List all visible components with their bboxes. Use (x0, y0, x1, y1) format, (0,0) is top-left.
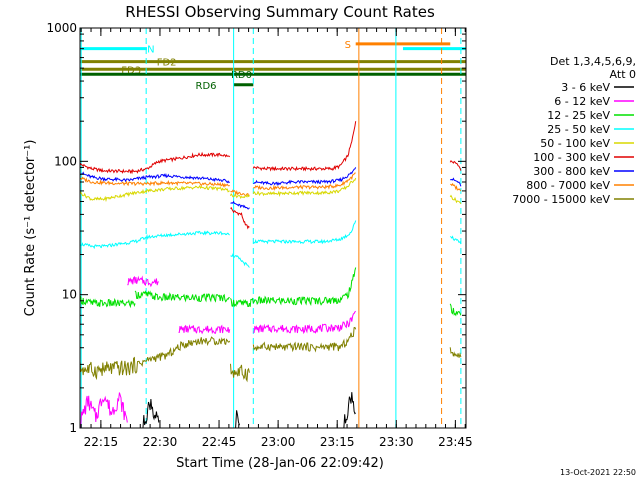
x-axis-label: Start Time (28-Jan-06 22:09:42) (176, 456, 384, 471)
footer-timestamp: 13-Oct-2021 22:50 (560, 468, 636, 477)
series-300-800-kev (450, 177, 462, 187)
flag-label-s: S (345, 40, 351, 51)
series-800-7000-kev (79, 176, 230, 188)
legend-header: Att 0 (610, 68, 636, 81)
legend-entry-label: 12 - 25 keV (547, 109, 610, 122)
legend-entry-label: 300 - 800 keV (533, 165, 610, 178)
series-7000-15000-kev (449, 347, 462, 358)
legend-entry-label: 25 - 50 keV (547, 123, 610, 136)
legend-entry-label: 50 - 100 keV (540, 137, 610, 150)
series-6-12-kev (127, 275, 159, 288)
series-6-12-kev (79, 392, 128, 429)
flag-label-rd0: RD0 (231, 70, 252, 81)
flag-bars: N S FD2 FD3 RD0 RD6 (80, 40, 466, 92)
legend-entry-label: 6 - 12 keV (554, 95, 610, 108)
legend-entry-label: 7000 - 15000 keV (512, 193, 610, 206)
series-100-300-kev (252, 121, 357, 172)
flag-label-n: N (147, 45, 154, 56)
y-axis: 1 10 100 1000 (46, 21, 466, 435)
x-tick-label: 22:45 (202, 435, 237, 449)
plot-frame (79, 27, 467, 429)
flag-label-rd6: RD6 (196, 81, 217, 92)
x-tick-label: 23:45 (438, 435, 473, 449)
y-tick-label: 100 (54, 154, 77, 168)
series-50-100-kev (79, 184, 230, 203)
series-100-300-kev (449, 159, 462, 171)
x-tick-label: 22:15 (84, 435, 119, 449)
x-tick-label: 23:30 (379, 435, 414, 449)
series-300-800-kev (230, 200, 250, 210)
series-12-25-kev (230, 267, 357, 308)
legend-entry-label: 800 - 7000 keV (526, 179, 610, 192)
x-tick-label: 22:30 (143, 435, 178, 449)
series-25-50-kev (253, 220, 357, 245)
series-100-300-kev (79, 151, 231, 175)
y-tick-label: 1 (69, 421, 77, 435)
series-50-100-kev (230, 192, 250, 199)
series-800-7000-kev (253, 172, 356, 192)
series-25-50-kev (449, 235, 462, 245)
series-6-12-kev (253, 310, 357, 335)
series-3-6-kev (142, 398, 160, 428)
series-3-6-kev (343, 392, 357, 428)
series-50-100-kev (449, 194, 462, 205)
series-800-7000-kev (450, 182, 462, 192)
series-25-50-kev (230, 253, 250, 268)
chart-title: RHESSI Observing Summary Count Rates (125, 3, 435, 21)
x-tick-label: 23:00 (261, 435, 296, 449)
series-3-6-kev (235, 410, 240, 428)
series-100-300-kev (230, 206, 250, 230)
series-12-25-kev (449, 303, 462, 317)
x-axis: 22:15 22:30 22:45 23:00 23:15 23:30 23:45 (80, 28, 473, 449)
y-tick-label: 10 (62, 288, 77, 302)
y-tick-label: 1000 (46, 21, 77, 35)
x-tick-label: 23:15 (320, 435, 355, 449)
series-lines (79, 121, 462, 429)
series-7000-15000-kev (230, 363, 250, 383)
flag-label-fd2: FD2 (157, 58, 177, 69)
legend-header: Det 1,3,4,5,6,9, (550, 55, 636, 68)
series-300-800-kev (253, 167, 357, 187)
series-6-12-kev (178, 324, 231, 335)
series-12-25-kev (134, 290, 230, 303)
legend-entry-label: 3 - 6 keV (561, 81, 610, 94)
y-axis-label: Count Rate (s⁻¹ detector⁻¹) (23, 140, 38, 317)
series-7000-15000-kev (79, 336, 231, 381)
series-25-50-kev (79, 230, 230, 250)
event-markers (80, 28, 462, 428)
series-12-25-kev (79, 295, 136, 309)
flag-label-fd3: FD3 (121, 65, 141, 76)
series-300-800-kev (79, 171, 230, 184)
legend-entry-label: 100 - 300 keV (533, 151, 610, 164)
series-50-100-kev (252, 177, 357, 197)
series-7000-15000-kev (252, 326, 357, 353)
